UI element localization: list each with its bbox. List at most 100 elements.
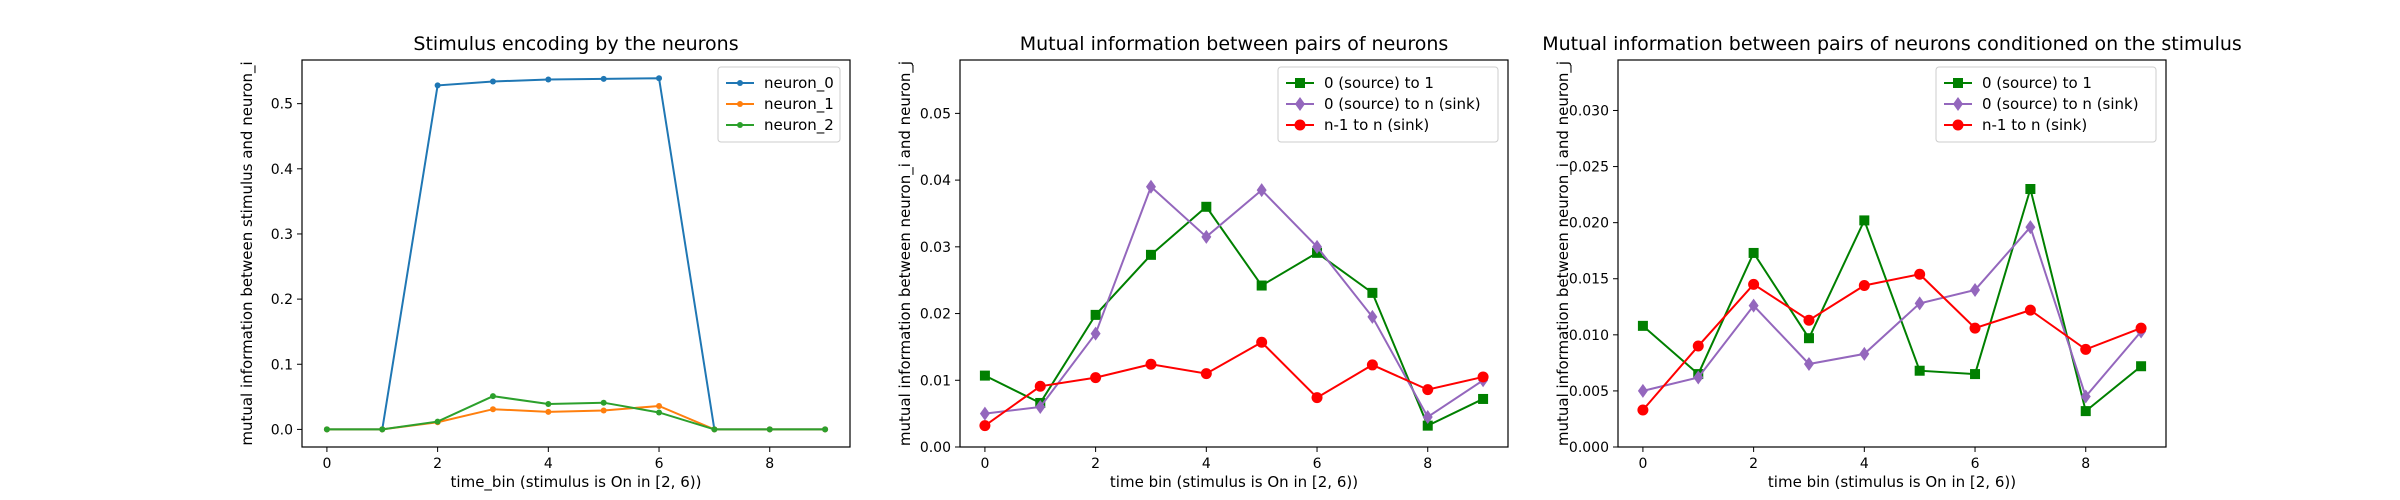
data-point — [1090, 326, 1101, 341]
data-point — [1256, 280, 1267, 291]
data-point — [489, 406, 496, 413]
y-tick-label: 0.3 — [271, 227, 293, 243]
chart-title: Stimulus encoding by the neurons — [413, 33, 738, 55]
data-point — [2025, 184, 2036, 194]
legend-marker — [737, 122, 743, 128]
y-tick-label: 0.0 — [271, 422, 293, 438]
data-point — [1422, 409, 1433, 424]
data-point — [1201, 229, 1212, 244]
data-point — [1478, 393, 1489, 404]
data-point — [545, 401, 552, 407]
x-tick-label: 0 — [322, 456, 331, 472]
legend-label: 0 (source) to n (sink) — [1982, 95, 2139, 113]
data-point — [822, 426, 829, 433]
data-point — [323, 426, 330, 433]
data-point — [489, 78, 496, 85]
legend-entry: 0 (source) to n (sink) — [1286, 95, 1481, 113]
series-line — [984, 340, 1484, 427]
data-point — [1034, 380, 1046, 392]
legend-marker — [1294, 119, 1306, 131]
y-tick-label: 0.02 — [920, 307, 951, 323]
data-point — [656, 75, 663, 82]
series-line — [326, 395, 826, 431]
data-point — [1637, 383, 1648, 398]
y-tick-label: 0.03 — [920, 240, 951, 256]
y-tick-label: 0.010 — [1569, 328, 1609, 344]
data-point — [1145, 179, 1156, 194]
data-point — [1311, 392, 1323, 404]
y-tick-label: 0.005 — [1569, 384, 1609, 400]
legend-label: neuron_1 — [764, 95, 834, 114]
x-tick-label: 8 — [765, 456, 774, 472]
series-1 — [979, 201, 1489, 431]
x-tick-label: 6 — [1971, 456, 1980, 472]
data-point — [1090, 309, 1101, 320]
data-point — [2080, 343, 2092, 355]
data-point — [1859, 346, 1870, 361]
legend-marker — [737, 80, 743, 86]
x-tick-label: 8 — [1423, 456, 1432, 472]
data-point — [600, 407, 607, 414]
y-tick-label: 0.00 — [920, 440, 951, 456]
data-point — [2025, 220, 2036, 235]
data-point — [1858, 279, 1870, 291]
x-axis-label: time bin (stimulus is On in [2, 6)) — [1768, 473, 2016, 491]
data-point — [434, 82, 441, 89]
chart-panel-1: Stimulus encoding by the neurons 0 2 4 6 8 0.0… — [238, 33, 851, 492]
legend-label: neuron_0 — [764, 74, 834, 93]
data-point — [1803, 356, 1814, 371]
data-point — [1803, 314, 1815, 326]
data-point — [979, 406, 990, 421]
x-axis-label: time_bin (stimulus is On in [2, 6)) — [451, 473, 702, 492]
y-tick-label: 0.04 — [920, 173, 951, 189]
data-point — [2135, 322, 2147, 334]
y-axis-label: mutual information between neuron_i and … — [896, 61, 915, 446]
plot-frame — [1617, 59, 2167, 448]
data-point — [766, 426, 773, 433]
series-2 — [979, 179, 1489, 424]
data-point — [1256, 183, 1267, 198]
data-point — [600, 399, 607, 406]
data-point — [1637, 320, 1648, 331]
data-point — [1859, 215, 1870, 226]
legend-marker — [1953, 78, 1963, 88]
data-point — [545, 76, 552, 83]
series-1 — [1637, 184, 2147, 417]
x-tick-label: 4 — [544, 456, 553, 472]
legend-marker — [1295, 97, 1305, 111]
data-point — [1201, 201, 1212, 212]
data-point — [979, 370, 990, 381]
legend-entry: neuron_2 — [726, 116, 834, 135]
data-point — [2080, 406, 2091, 417]
legend-label: 0 (source) to n (sink) — [1324, 95, 1481, 113]
data-point — [1422, 420, 1433, 431]
data-point — [489, 393, 496, 400]
data-point — [1145, 249, 1156, 260]
plot-frame — [301, 59, 851, 448]
chart-title: Mutual information between pairs of neur… — [1542, 33, 2242, 55]
data-point — [2136, 361, 2147, 372]
y-axis-label: mutual information between neuron_i and … — [1554, 61, 1573, 446]
x-tick-label: 0 — [1638, 456, 1647, 472]
x-tick-label: 6 — [1313, 456, 1322, 472]
data-point — [1366, 359, 1378, 371]
series-line — [1642, 185, 2142, 413]
legend-label: 0 (source) to 1 — [1324, 74, 1434, 92]
data-point — [545, 408, 552, 415]
legend-entry: n-1 to n (sink) — [1286, 116, 1429, 134]
legend-label: n-1 to n (sink) — [1324, 116, 1429, 134]
data-point — [1477, 371, 1489, 383]
x-tick-label: 4 — [1860, 456, 1869, 472]
series-line — [984, 205, 1484, 428]
y-tick-label: 0.025 — [1569, 160, 1609, 176]
y-tick-label: 0.020 — [1569, 216, 1609, 232]
x-tick-label: 6 — [655, 456, 664, 472]
y-tick-label: 0.000 — [1569, 440, 1609, 456]
legend-entry: neuron_1 — [726, 95, 834, 114]
data-point — [1367, 287, 1378, 298]
legend: 0 (source) to 1 0 (source) to n (sink) n-1… — [1277, 66, 1499, 143]
x-tick-label: 2 — [433, 456, 442, 472]
data-point — [711, 426, 718, 433]
data-point — [1914, 296, 1925, 311]
